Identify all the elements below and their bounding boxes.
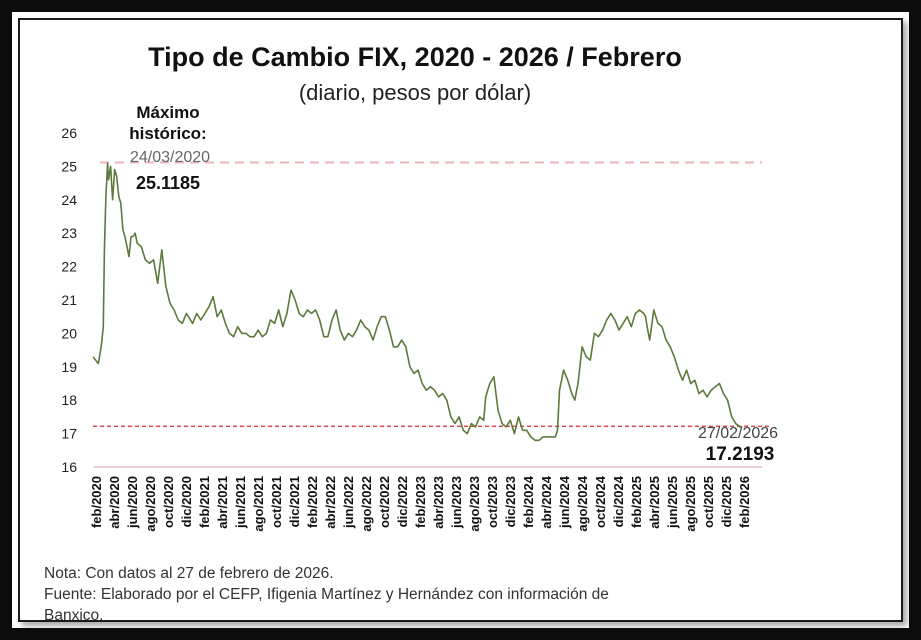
x-tick-label: dic/2024: [611, 475, 626, 527]
last-annotation-value: 17.2193: [706, 444, 775, 465]
x-tick-label: abr/2020: [107, 476, 122, 529]
x-tick-label: dic/2022: [395, 476, 410, 527]
x-tick-label: oct/2024: [593, 475, 608, 528]
x-tick-label: feb/2025: [629, 476, 644, 528]
x-tick-label: dic/2021: [287, 476, 302, 527]
y-axis-ticks: 16 17 18 19 20 21 22 23 24 25 26: [61, 125, 77, 475]
chart-title: Tipo de Cambio FIX, 2020 - 2026 / Febrer…: [148, 42, 682, 72]
last-annotation-date: 27/02/2026: [698, 425, 778, 442]
reference-lines: [93, 161, 772, 468]
x-tick-label: feb/2024: [521, 475, 536, 528]
chart-subtitle: (diario, pesos por dólar): [298, 80, 532, 105]
y-tick-label: 25: [61, 158, 77, 174]
max-annotation-title-2: histórico:: [129, 124, 206, 143]
x-tick-label: jun/2024: [557, 475, 572, 529]
annotations-layer: Máximo histórico: 24/03/2020 25.1185 27/…: [129, 103, 778, 465]
x-tick-label: oct/2022: [377, 476, 392, 528]
note-line: Nota: Con datos al 27 de febrero de 2026…: [44, 565, 334, 582]
y-tick-label: 23: [61, 225, 77, 241]
x-tick-label: jun/2020: [125, 476, 140, 529]
x-tick-label: oct/2021: [269, 476, 284, 528]
chart-frame: [18, 18, 903, 622]
x-tick-label: ago/2025: [683, 476, 698, 532]
y-tick-label: 20: [61, 325, 77, 341]
series-layer: [92, 162, 742, 442]
x-tick-label: abr/2025: [647, 476, 662, 529]
x-tick-label: dic/2025: [719, 476, 734, 527]
x-tick-label: oct/2020: [161, 476, 176, 528]
x-tick-label: abr/2023: [431, 476, 446, 529]
x-tick-label: jun/2025: [665, 476, 680, 529]
y-tick-label: 16: [61, 459, 77, 475]
x-tick-label: jun/2022: [341, 476, 356, 529]
x-tick-label: abr/2021: [215, 476, 230, 529]
y-tick-label: 19: [61, 359, 77, 375]
x-tick-label: abr/2024: [539, 475, 554, 529]
y-tick-label: 18: [61, 392, 77, 408]
chart-notes: Nota: Con datos al 27 de febrero de 2026…: [44, 563, 744, 626]
x-tick-label: jun/2021: [233, 476, 248, 529]
x-tick-label: jun/2023: [449, 476, 464, 529]
x-tick-label: oct/2025: [701, 476, 716, 528]
y-tick-label: 24: [61, 192, 77, 208]
y-tick-label: 22: [61, 259, 77, 275]
source-line-continued: Banxico.: [44, 607, 104, 624]
max-annotation-date: 24/03/2020: [130, 149, 210, 166]
source-line: Fuente: Elaborado por el CEFP, Ifigenia …: [44, 586, 609, 603]
x-tick-label: feb/2023: [413, 476, 428, 528]
max-annotation-value: 25.1185: [136, 173, 200, 193]
y-tick-label: 26: [61, 125, 77, 141]
x-tick-label: feb/2021: [197, 476, 212, 528]
y-tick-label: 17: [61, 426, 77, 442]
x-tick-label: oct/2023: [485, 476, 500, 528]
y-tick-label: 21: [61, 292, 77, 308]
x-tick-label: ago/2022: [359, 476, 374, 532]
x-tick-label: feb/2026: [737, 476, 752, 528]
x-tick-label: feb/2020: [89, 476, 104, 528]
x-tick-label: ago/2020: [143, 476, 158, 532]
x-tick-label: ago/2024: [575, 475, 590, 531]
x-axis-ticks: feb/2020 abr/2020 jun/2020 ago/2020 oct/2020…: [89, 475, 752, 531]
x-tick-label: ago/2021: [251, 476, 266, 532]
x-tick-label: dic/2023: [503, 476, 518, 527]
x-tick-label: abr/2022: [323, 476, 338, 529]
x-tick-label: ago/2023: [467, 476, 482, 532]
x-tick-label: feb/2022: [305, 476, 320, 528]
x-tick-label: dic/2020: [179, 476, 194, 527]
fx-series-line: [92, 162, 742, 442]
max-annotation-title-1: Máximo: [136, 103, 199, 122]
